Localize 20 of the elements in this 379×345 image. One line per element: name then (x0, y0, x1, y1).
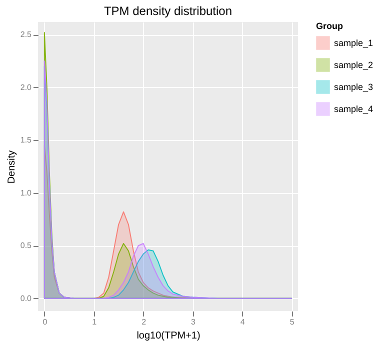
legend-label: sample_4 (334, 104, 374, 114)
chart-title: TPM density distribution (104, 4, 232, 18)
x-tick-label: 3 (190, 318, 196, 326)
x-tick-label: 4 (240, 318, 246, 326)
legend-label: sample_3 (334, 82, 374, 92)
y-tick-label: 0.0 (20, 294, 32, 303)
y-tick-label: 1.0 (20, 188, 32, 198)
x-tick-label: 2 (142, 318, 147, 326)
y-tick-label: 2.0 (20, 82, 32, 92)
x-tick-label: 5 (290, 318, 295, 326)
y-tick-label: 0.5 (20, 241, 32, 250)
y-tick-label: 1.5 (20, 136, 32, 145)
legend-label: sample_2 (334, 60, 374, 70)
x-tick-label: 0 (42, 318, 48, 326)
x-tick-label: 1 (92, 318, 98, 326)
x-axis-title: log10(TPM+1) (136, 330, 200, 342)
y-axis-title: Density (6, 150, 18, 184)
y-tick-label: 2.5 (20, 30, 32, 40)
legend-title: Group (316, 21, 344, 31)
legend-label: sample_1 (334, 38, 374, 48)
